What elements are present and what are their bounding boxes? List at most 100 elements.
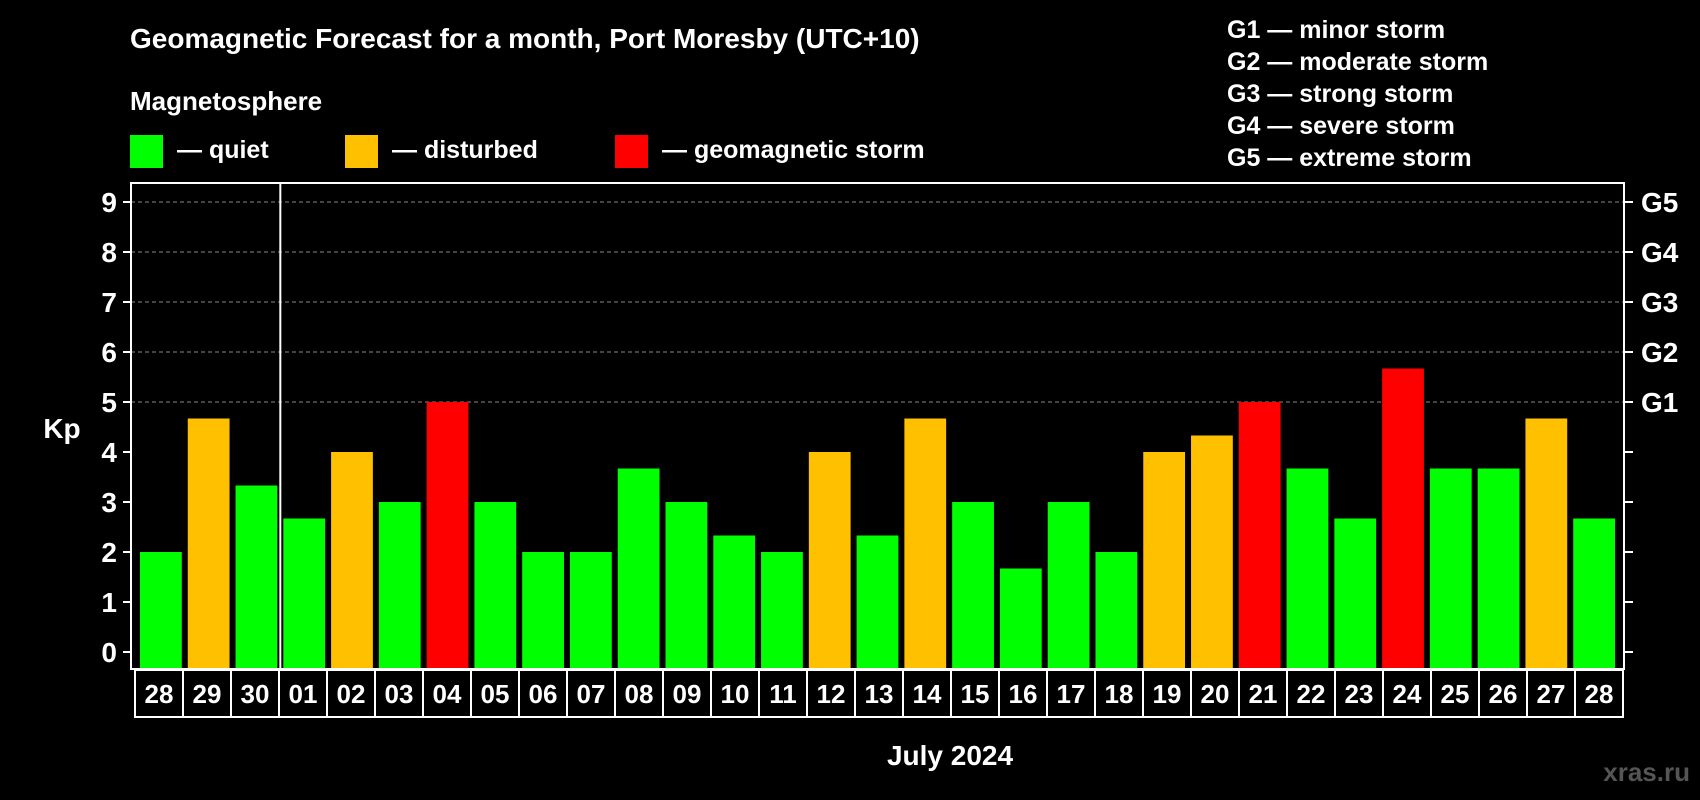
storm-level-label: G3 [1641, 287, 1678, 318]
bar-quiet [1573, 518, 1615, 668]
bar-quiet [713, 535, 756, 668]
bar-quiet [235, 485, 278, 668]
bar-quiet [999, 568, 1042, 668]
bar-quiet [283, 518, 326, 668]
storm-scale-item: G3 — strong storm [1227, 80, 1453, 108]
bar-quiet [1095, 552, 1138, 668]
bar-storm [1382, 368, 1424, 668]
date-label: 04 [433, 679, 462, 709]
date-label: 27 [1537, 679, 1566, 709]
storm-scale-legend: G1 — minor storm G2 — moderate storm G3 — … [1227, 16, 1488, 172]
y-tick-label: 3 [101, 487, 117, 518]
bars [140, 368, 1615, 668]
date-label: 10 [721, 679, 750, 709]
date-label: 07 [577, 679, 606, 709]
bar-quiet [1334, 518, 1377, 668]
bar-quiet [1286, 468, 1329, 668]
chart-title: Geomagnetic Forecast for a month, Port M… [130, 23, 920, 54]
x-axis-date-cells: 28 29 30 01 02 03 04 05 06 07 08 09 10 11 12 13 14 15 16 17… [134, 669, 1624, 718]
date-label: 11 [769, 679, 797, 709]
y-tick-label: 7 [101, 287, 117, 318]
bar-disturbed [1525, 418, 1568, 668]
legend-label-quiet: — quiet [177, 136, 269, 164]
date-label: 13 [865, 679, 894, 709]
bar-disturbed [904, 418, 947, 668]
y-tick-label: 2 [101, 537, 117, 568]
bar-quiet [522, 552, 564, 668]
date-label: 22 [1297, 679, 1326, 709]
date-label: 01 [289, 679, 318, 709]
bar-quiet [761, 552, 803, 668]
y-axis: 0 1 2 3 4 5 6 7 8 9 [101, 187, 131, 668]
date-label: 28 [145, 679, 174, 709]
grid-lines [131, 201, 1624, 403]
date-label: 17 [1057, 679, 1086, 709]
date-label: 15 [961, 679, 990, 709]
date-label: 20 [1201, 679, 1230, 709]
bar-quiet [665, 502, 708, 668]
storm-scale-item: G4 — severe storm [1227, 112, 1455, 140]
legend-swatch-disturbed [345, 135, 378, 168]
storm-scale-item: G2 — moderate storm [1227, 48, 1488, 76]
bar-quiet [617, 468, 660, 668]
date-label: 16 [1009, 679, 1038, 709]
y-tick-label: 9 [101, 187, 117, 218]
bar-storm [1238, 402, 1281, 668]
bar-quiet [569, 552, 612, 668]
y-tick-label: 6 [101, 337, 117, 368]
watermark: xras.ru [1603, 757, 1690, 787]
bar-quiet [952, 502, 994, 668]
legend: — quiet — disturbed — geomagnetic storm [130, 135, 925, 168]
storm-scale-item: G1 — minor storm [1227, 16, 1445, 44]
legend-label-disturbed: — disturbed [392, 136, 538, 164]
date-label: 21 [1249, 679, 1278, 709]
date-label: 19 [1153, 679, 1182, 709]
date-label: 14 [913, 679, 942, 709]
bar-quiet [140, 552, 182, 668]
y-tick-label: 8 [101, 237, 117, 268]
legend-swatch-storm [615, 135, 648, 168]
bar-quiet [378, 502, 421, 668]
legend-title: Magnetosphere [130, 86, 322, 116]
date-label: 30 [241, 679, 270, 709]
date-label: 29 [193, 679, 222, 709]
legend-swatch-quiet [130, 135, 163, 168]
storm-level-label: G1 [1641, 387, 1678, 418]
x-axis-label: July 2024 [887, 740, 1014, 771]
bar-quiet [1429, 468, 1472, 668]
date-label: 26 [1489, 679, 1518, 709]
date-label: 28 [1585, 679, 1614, 709]
bar-quiet [474, 502, 517, 668]
bar-quiet [1047, 502, 1090, 668]
storm-level-label: G4 [1641, 237, 1679, 268]
y-axis-label: Kp [43, 413, 80, 444]
bar-quiet [856, 535, 899, 668]
date-label: 23 [1345, 679, 1374, 709]
date-label: 03 [385, 679, 414, 709]
date-label: 02 [337, 679, 366, 709]
storm-level-label: G2 [1641, 337, 1678, 368]
date-label: 18 [1105, 679, 1134, 709]
date-label: 24 [1393, 679, 1422, 709]
y-tick-label: 1 [101, 587, 117, 618]
bar-storm [426, 402, 469, 668]
y-tick-label: 4 [101, 437, 117, 468]
storm-scale-item: G5 — extreme storm [1227, 144, 1472, 172]
date-label: 12 [817, 679, 846, 709]
date-label: 06 [529, 679, 558, 709]
date-label: 05 [481, 679, 510, 709]
date-row-frame [134, 669, 1624, 718]
bar-disturbed [1191, 435, 1233, 668]
bar-disturbed [808, 452, 851, 668]
date-label: 09 [673, 679, 702, 709]
bar-disturbed [187, 418, 230, 668]
bar-quiet [1477, 468, 1520, 668]
legend-label-storm: — geomagnetic storm [662, 136, 925, 164]
bar-disturbed [1143, 452, 1186, 668]
bar-disturbed [331, 452, 373, 668]
right-axis-storm-levels: G1 G2 G3 G4 G5 [1624, 187, 1679, 653]
y-tick-label: 5 [101, 387, 117, 418]
date-label: 25 [1441, 679, 1470, 709]
storm-level-label: G5 [1641, 187, 1678, 218]
